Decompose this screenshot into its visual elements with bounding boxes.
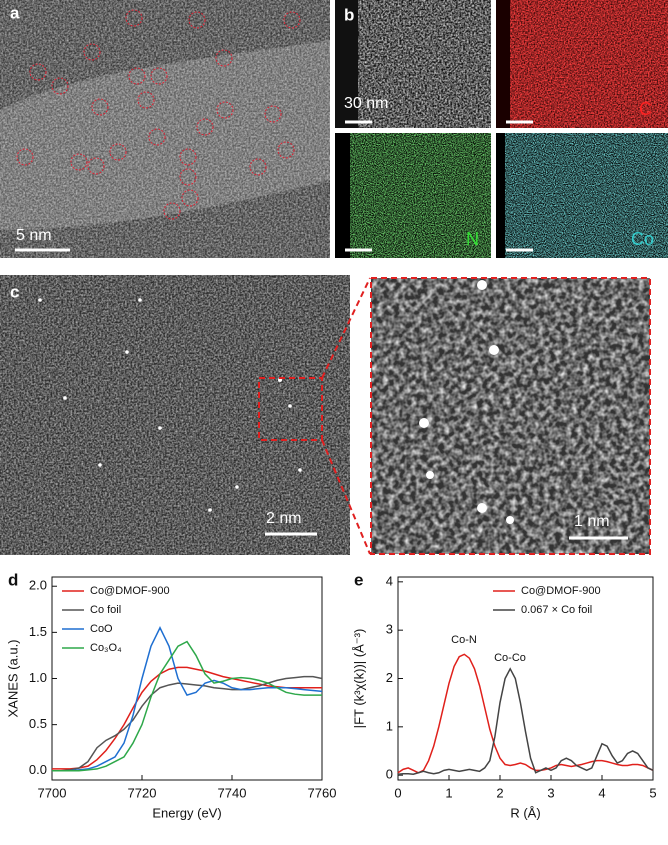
legend-label: Co foil — [90, 604, 121, 616]
scale-bars — [345, 120, 533, 252]
y-tick-label: 4 — [386, 573, 393, 588]
x-tick-label: 7760 — [308, 785, 337, 800]
annotation: Co-Co — [494, 652, 526, 664]
annotation: Co-N — [451, 634, 477, 646]
x-tick-label: 5 — [649, 785, 656, 800]
atom-markers — [16, 9, 301, 220]
scale-bar-label: 30 nm — [344, 95, 388, 112]
panel-label: a — [10, 3, 20, 22]
x-tick-label: 7740 — [218, 785, 247, 800]
image-texture — [505, 133, 668, 258]
map-label: Co — [631, 229, 654, 249]
panel-label: b — [344, 5, 354, 24]
panel-c: c 2 nm 1 nm — [0, 275, 651, 555]
x-tick-label: 1 — [445, 785, 452, 800]
y-tick-label: 0.0 — [29, 762, 47, 777]
x-tick-label: 7700 — [38, 785, 67, 800]
series-line — [52, 666, 322, 770]
zoom-box — [258, 377, 323, 441]
image-texture — [0, 275, 350, 555]
y-tick-label: 3 — [386, 622, 393, 637]
y-axis-label: XANES (a.u.) — [5, 639, 20, 717]
x-axis-label: Energy (eV) — [152, 805, 221, 820]
y-tick-label: 1 — [386, 718, 393, 733]
panel-a: a 5 nm — [0, 0, 330, 258]
series-line — [52, 675, 323, 772]
map-label: C — [639, 99, 652, 119]
y-tick-label: 0 — [386, 767, 393, 782]
series-line — [52, 640, 322, 772]
image-texture — [0, 0, 330, 258]
x-tick-label: 2 — [496, 785, 503, 800]
legend-label: Co@DMOF-900 — [521, 585, 601, 597]
legend-label: 0.067 × Co foil — [521, 604, 592, 616]
y-tick-label: 2.0 — [29, 578, 47, 593]
y-tick-label: 2 — [386, 670, 393, 685]
x-axis-label: R (Å) — [510, 805, 540, 820]
map-label: N — [466, 229, 479, 249]
bright-atoms — [419, 280, 514, 524]
scale-bar-label: 1 nm — [574, 513, 610, 530]
image-texture — [510, 0, 668, 128]
y-tick-label: 1.0 — [29, 670, 47, 685]
x-tick-label: 0 — [394, 785, 401, 800]
series-line — [397, 653, 654, 774]
scale-bar-label: 2 nm — [266, 510, 302, 527]
panel-label: d — [8, 570, 18, 589]
panel-label: c — [10, 282, 19, 301]
panel-label: e — [354, 570, 363, 589]
scale-bar-label: 5 nm — [16, 227, 52, 244]
zoom-frame — [370, 277, 651, 555]
legend-label: Co₃O₄ — [90, 642, 122, 654]
image-texture — [350, 133, 491, 258]
y-tick-label: 0.5 — [29, 716, 47, 731]
zoom-connector — [321, 277, 371, 379]
y-axis-label: |FT (k³χ(k))| (Å⁻³) — [351, 629, 366, 729]
legend-label: CoO — [90, 623, 113, 635]
x-tick-label: 3 — [547, 785, 554, 800]
zoom-connector — [321, 439, 371, 555]
x-tick-label: 4 — [598, 785, 605, 800]
y-tick-label: 1.5 — [29, 624, 47, 639]
panel-b: b 30 nm C N Co — [335, 0, 668, 258]
image-texture — [358, 0, 491, 128]
legend-label: Co@DMOF-900 — [90, 585, 170, 597]
x-tick-label: 7720 — [128, 785, 157, 800]
series-line — [397, 667, 654, 775]
image-texture — [371, 278, 650, 554]
